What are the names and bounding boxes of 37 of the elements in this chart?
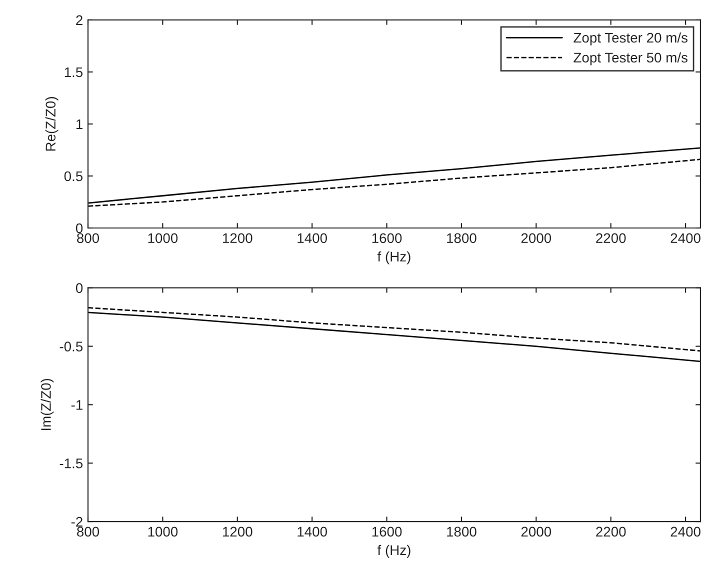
- x-tick-label: 1200: [222, 526, 252, 537]
- line-series: [88, 147, 700, 204]
- legend-label: Zopt Tester 50 m/s: [574, 52, 688, 66]
- x-tick-label: 2200: [596, 233, 626, 244]
- y-tick-label: -0.5: [60, 342, 83, 352]
- y-tick-label: 0: [76, 223, 83, 234]
- x-tick-label: 2000: [521, 233, 552, 244]
- x-tick-label: 800: [77, 526, 100, 537]
- x-tick-label: 2000: [521, 526, 552, 537]
- x-tick-label: 800: [77, 233, 100, 244]
- x-tick-label: 2400: [670, 233, 700, 244]
- x-tick-label: 1600: [372, 233, 402, 244]
- line-series: [88, 312, 700, 362]
- y-tick-label: -1.5: [60, 458, 83, 468]
- y-axis-title: Im(Z/Z0): [40, 378, 54, 430]
- y-tick-label: 2: [76, 15, 82, 25]
- y-tick-label: 0.5: [64, 171, 83, 182]
- x-tick-label: 1400: [298, 526, 327, 537]
- y-tick-label: 1: [76, 119, 82, 130]
- x-tick-label: 1000: [148, 526, 178, 537]
- x-tick-label: 1600: [372, 526, 402, 537]
- x-tick-label: 1000: [148, 233, 178, 244]
- x-tick-label: 1800: [447, 233, 476, 244]
- x-axis-title: f (Hz): [377, 251, 410, 264]
- x-tick-label: 2400: [670, 526, 700, 537]
- x-tick-label: 1800: [447, 526, 476, 537]
- line-series: [88, 307, 700, 352]
- y-tick-label: -1: [71, 400, 82, 410]
- x-tick-label: 1400: [298, 233, 327, 244]
- y-tick-label: 0: [76, 283, 83, 294]
- y-axis-title: Re(Z/Z0): [45, 97, 58, 151]
- x-axis-title: f (Hz): [377, 544, 410, 558]
- x-tick-label: 2200: [596, 526, 626, 537]
- y-tick-label: -2: [71, 516, 82, 527]
- legend-label: Zopt Tester 20 m/s: [574, 32, 688, 46]
- x-tick-label: 1200: [222, 233, 252, 244]
- y-tick-label: 1.5: [64, 67, 83, 78]
